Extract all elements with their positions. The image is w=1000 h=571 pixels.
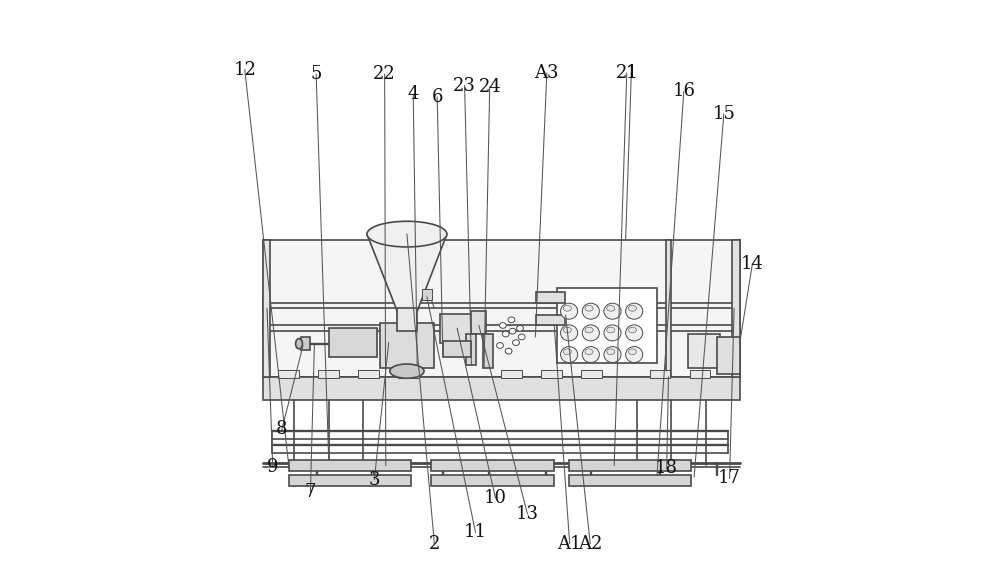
Bar [263,240,270,377]
Ellipse shape [367,221,447,247]
Text: 14: 14 [741,255,764,273]
Text: 6: 6 [431,88,443,106]
Polygon shape [263,377,740,400]
Bar [466,334,476,365]
Text: 10: 10 [484,489,507,507]
Bar [569,475,691,486]
Bar [329,328,377,357]
Ellipse shape [563,327,571,333]
Text: 16: 16 [672,82,695,100]
Ellipse shape [585,327,593,333]
Ellipse shape [626,303,643,319]
Ellipse shape [604,303,621,319]
Text: 21: 21 [615,64,638,82]
Bar [422,289,432,300]
Text: 24: 24 [478,78,501,96]
Bar [569,460,691,471]
Ellipse shape [561,347,578,363]
Text: 4: 4 [408,85,419,103]
Ellipse shape [607,305,615,311]
Ellipse shape [561,303,578,319]
Text: A3: A3 [535,64,559,82]
Text: A1: A1 [557,534,582,553]
Polygon shape [367,234,447,311]
Bar [471,311,486,334]
Bar [380,323,434,368]
Text: 22: 22 [373,65,396,83]
Ellipse shape [390,364,424,379]
Ellipse shape [626,347,643,363]
Bar [690,370,710,378]
Bar [581,370,602,378]
Ellipse shape [607,327,615,333]
Ellipse shape [628,305,636,311]
Ellipse shape [582,325,599,341]
Ellipse shape [509,328,516,334]
Ellipse shape [505,348,512,354]
Ellipse shape [585,349,593,355]
Text: 9: 9 [267,458,278,476]
Bar [398,370,419,378]
Bar [397,308,417,331]
Bar [431,475,554,486]
Bar [443,341,471,357]
Ellipse shape [508,317,515,323]
Text: 18: 18 [655,459,678,477]
Bar [431,460,554,471]
Bar [301,337,310,350]
Ellipse shape [513,340,519,345]
Text: 17: 17 [718,469,741,488]
Bar [557,288,657,363]
Ellipse shape [582,303,599,319]
Bar [688,334,720,368]
Ellipse shape [497,343,503,348]
Ellipse shape [582,347,599,363]
Text: 2: 2 [429,534,440,553]
Text: 1: 1 [626,64,637,82]
Bar [732,240,740,377]
Bar [318,370,339,378]
Bar [278,370,299,378]
Ellipse shape [604,347,621,363]
Bar [536,315,565,325]
Text: 3: 3 [369,471,380,489]
Ellipse shape [561,325,578,341]
Ellipse shape [563,305,571,311]
Ellipse shape [607,349,615,355]
Bar [666,240,671,377]
Text: 23: 23 [453,77,476,95]
Ellipse shape [604,325,621,341]
Text: A2: A2 [578,534,602,553]
Ellipse shape [517,325,523,331]
Text: 7: 7 [305,483,316,501]
Text: 15: 15 [712,105,735,123]
Bar [717,337,740,374]
Text: 12: 12 [233,61,256,79]
Bar [289,475,411,486]
Text: 11: 11 [464,523,487,541]
Bar [358,370,379,378]
Bar [440,314,474,343]
Ellipse shape [502,331,509,337]
Bar [541,370,562,378]
Ellipse shape [296,339,302,349]
Polygon shape [263,240,740,377]
Text: 8: 8 [276,420,288,439]
Bar [536,292,565,303]
Bar [483,334,493,368]
Ellipse shape [585,305,593,311]
Ellipse shape [628,327,636,333]
Ellipse shape [499,323,506,328]
Text: 5: 5 [310,65,322,83]
Ellipse shape [626,325,643,341]
Text: 13: 13 [516,505,539,523]
Ellipse shape [518,334,525,340]
Bar [289,460,411,471]
Bar [501,370,522,378]
Bar [650,370,670,378]
Ellipse shape [563,349,571,355]
Ellipse shape [628,349,636,355]
